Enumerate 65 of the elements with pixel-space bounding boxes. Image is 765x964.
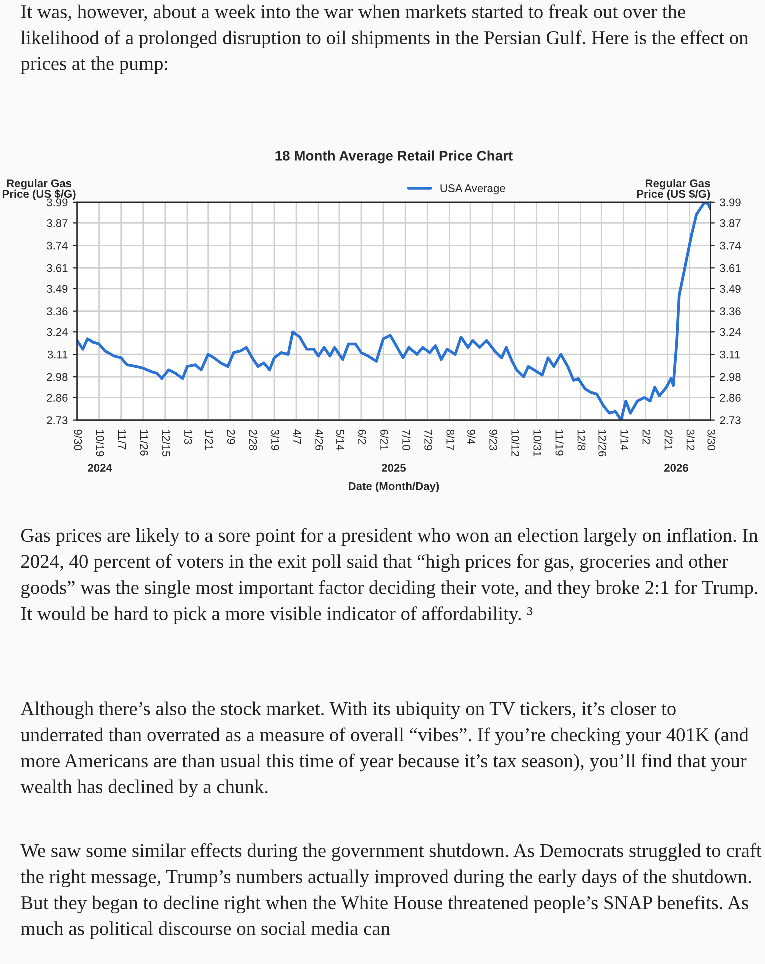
y2-tick-label: 2.98: [720, 373, 741, 382]
x-tick-label: 4/26: [316, 430, 324, 450]
x-tick-label: 1/21: [205, 430, 214, 450]
text: 2024: [88, 464, 112, 472]
y2-tick-label: 2.86: [720, 394, 741, 402]
legend-label: USA Average: [440, 184, 506, 195]
x-tick-label: 9/4: [468, 430, 476, 444]
y-tick-label: 3.11: [48, 350, 68, 359]
x-tick-label: 5/14: [336, 430, 345, 451]
text: 2025: [382, 464, 406, 472]
text: It was, however, about a week into the war when markets started to freak out over the likelihood of a prolonged disruption to oil shipments in the Persian Gulf. Here is the effect on prices at the pump:: [20, 4, 749, 74]
y-tick-label: 2.73: [47, 416, 68, 424]
x-tick-label: 6/21: [380, 430, 389, 450]
x-tick-label: 11/7: [118, 430, 127, 450]
x-tick-label: 2/21: [664, 430, 673, 450]
x-tick-label: 11/19: [556, 430, 564, 456]
x-tick-label: 7/10: [402, 430, 411, 451]
x-tick-label: 2/9: [227, 430, 236, 444]
y-tick-label: 3.24: [47, 328, 68, 336]
y-axis-title: Regular Gas Price (US $/G): [2, 179, 76, 200]
x-tick-label: 1/3: [184, 430, 193, 444]
x-tick-label: 2/28: [249, 430, 258, 450]
y2-tick-label: 3.36: [720, 308, 741, 316]
y2-tick-label: 3.74: [720, 242, 742, 250]
x-tick-label: 9/30: [74, 430, 82, 451]
x-tick-label: 12/15: [162, 430, 171, 457]
text: 2026: [664, 464, 688, 472]
x-tick-label: 9/23: [490, 430, 498, 450]
x-tick-label: 10/19: [96, 430, 104, 457]
y2-axis-title: Regular Gas Price (US $/G): [637, 179, 710, 200]
y-tick-label: 3.49: [47, 285, 68, 294]
x-tick-label: 1/14: [620, 430, 629, 451]
y-tick-label: 3.61: [47, 264, 68, 272]
y2-tick-label: 3.49: [720, 285, 741, 294]
chart-title: 18 Month Average Retail Price Chart: [276, 150, 513, 164]
y-tick-label: 2.98: [47, 373, 68, 382]
y2-tick-label: 3.61: [720, 264, 741, 272]
y-tick-label: 3.74: [47, 242, 68, 250]
x-tick-label: 4/7: [294, 430, 302, 444]
x-axis-title: Date (Month/Day): [349, 482, 440, 492]
y2-tick-label: 2.73: [720, 416, 741, 424]
text: We saw some similar effects during the government shutdown. As Democrats struggled to craft the right message, Trump’s numbers actually improved during the early days of the shutdown. But they began to decline right when the White House threatened people’s SNAP benefits. As much as political discourse on social media can: [20, 844, 762, 940]
x-tick-label: 12/8: [578, 430, 586, 450]
y-tick-label: 3.36: [47, 308, 68, 316]
y2-tick-label: 3.87: [720, 219, 741, 228]
x-tick-label: 3/19: [272, 430, 280, 450]
x-tick-label: 3/12: [686, 430, 695, 450]
y2-tick-label: 3.24: [720, 328, 742, 336]
x-tick-label: 6/2: [358, 430, 367, 444]
y-tick-label: 2.86: [47, 394, 68, 402]
y2-tick-label: 3.99: [720, 198, 741, 207]
x-tick-label: 10/12: [512, 430, 520, 457]
x-tick-label: 11/26: [140, 430, 149, 456]
y2-tick-label: 3.11: [720, 350, 740, 359]
x-tick-label: 10/31: [534, 430, 542, 457]
y-tick-label: 3.99: [47, 198, 68, 207]
x-tick-label: 12/26: [598, 430, 607, 457]
x-tick-label: 8/17: [446, 430, 455, 450]
y-tick-label: 3.87: [47, 219, 68, 228]
x-tick-label: 7/29: [424, 430, 433, 450]
line-series: [77, 202, 711, 420]
x-tick-label: 3/30: [708, 430, 716, 451]
text: Gas prices are likely to a sore point for a president who won an election largely on inflation. In 2024, 40 percent of voters in the exit poll said that “high prices for gas, groceries and other goods” was the single most important factor deciding their vote, and they broke 2:1 for Trump. It would be hard to pick a more visible indicator of affordability. ³: [21, 528, 758, 624]
text: Although there’s also the stock market. With its ubiquity on TV tickers, it’s closer to underrated than overrated as a measure of overall “vibes”. If you’re checking your 401K (and more Americans are than usual this time of year because it’s tax season), you’ll find that your wealth has declined by a chunk.: [20, 702, 749, 798]
x-tick-label: 2/2: [642, 430, 651, 444]
